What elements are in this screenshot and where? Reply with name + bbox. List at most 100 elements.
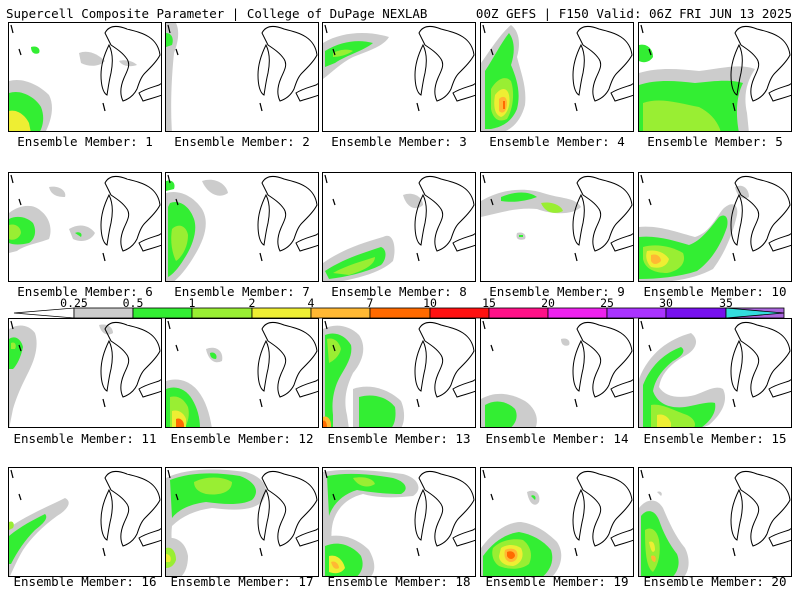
scp-contour	[210, 352, 217, 359]
scp-contour	[9, 110, 31, 131]
coast-fragment	[18, 344, 22, 352]
ensemble-member-map	[638, 318, 792, 428]
map-graphic	[323, 174, 475, 281]
map-graphic	[323, 320, 475, 427]
map-graphic	[166, 469, 318, 576]
colorbar-segment	[310, 307, 371, 319]
coast-fragment	[324, 24, 328, 34]
ensemble-member-map	[165, 22, 319, 132]
scp-contour	[327, 338, 341, 363]
coast-fragment	[102, 102, 106, 112]
map-graphic	[166, 174, 318, 281]
coast-fragment	[640, 320, 644, 330]
scp-contour	[501, 192, 537, 202]
map-graphic	[166, 23, 318, 131]
map-graphic	[481, 469, 633, 576]
great-lakes-outline	[257, 470, 318, 547]
colorbar-tick-label: 4	[307, 296, 315, 310]
title-right: 00Z GEFS | F150 Valid: 06Z FRI JUN 13 20…	[475, 6, 792, 21]
coast-fragment	[259, 398, 263, 408]
coast-fragment	[574, 252, 578, 262]
coast-fragment	[482, 320, 486, 330]
coast-fragment	[167, 24, 171, 34]
scp-contour	[11, 342, 16, 349]
scp-contour	[119, 60, 137, 67]
map-graphic	[481, 24, 633, 131]
great-lakes-outline	[100, 321, 161, 398]
coast-fragment	[416, 398, 420, 408]
ensemble-member-map	[480, 22, 634, 132]
colorbar-tick-label: 10	[423, 296, 437, 310]
map-graphic	[639, 469, 791, 576]
coast-fragment	[332, 48, 336, 56]
ensemble-member-map	[8, 467, 162, 577]
scp-contour	[170, 473, 256, 518]
ensemble-member-map	[165, 467, 319, 577]
scp-contour	[9, 498, 69, 576]
coast-fragment	[732, 252, 736, 262]
coast-fragment	[10, 24, 14, 34]
coast-fragment	[482, 469, 486, 479]
scp-contour	[323, 469, 419, 576]
scp-contour	[541, 202, 563, 213]
scp-contour	[657, 491, 662, 496]
scp-contour	[9, 224, 21, 240]
ensemble-member-map	[8, 318, 162, 428]
colorbar-segment	[665, 307, 727, 319]
colorbar: 0.25 0.5 1 2 4 7 10 15 20 25 30 35	[0, 296, 800, 322]
coast-fragment	[324, 320, 328, 330]
map-graphic	[323, 24, 475, 112]
member-caption: Ensemble Member: 13	[327, 431, 471, 446]
coast-fragment	[482, 24, 486, 34]
colorbar-tick-label: 0.5	[122, 296, 144, 310]
colorbar-segment	[725, 307, 785, 319]
scp-contour	[485, 401, 517, 427]
scp-contour	[651, 555, 656, 562]
scp-contour	[9, 521, 14, 530]
coast-fragment	[416, 102, 420, 112]
coast-fragment	[18, 198, 22, 206]
map-graphic	[481, 320, 633, 427]
great-lakes-outline	[730, 321, 791, 398]
scp-contour	[166, 180, 175, 191]
coast-fragment	[324, 469, 328, 479]
scp-contour	[507, 551, 515, 559]
coast-fragment	[490, 48, 494, 56]
colorbar-tick-label: 25	[600, 296, 614, 310]
member-caption: Ensemble Member: 1	[17, 134, 153, 149]
great-lakes-outline	[414, 470, 475, 547]
coast-fragment	[175, 48, 179, 56]
scp-contour	[331, 561, 339, 569]
colorbar-tick-label: 20	[541, 296, 555, 310]
title-left: Supercell Composite Parameter | College …	[6, 6, 428, 21]
great-lakes-outline	[414, 321, 475, 398]
coast-fragment	[259, 252, 263, 262]
member-caption: Ensemble Member: 5	[647, 134, 783, 149]
scp-contour	[166, 554, 171, 562]
coast-fragment	[175, 344, 179, 352]
coast-fragment	[416, 252, 420, 262]
great-lakes-outline	[572, 25, 633, 102]
coast-fragment	[10, 174, 14, 184]
member-caption: Ensemble Member: 3	[331, 134, 467, 149]
great-lakes-outline	[257, 175, 318, 252]
ensemble-member-map	[638, 467, 792, 577]
coast-fragment	[102, 547, 106, 557]
great-lakes-outline	[730, 470, 791, 547]
ensemble-member-map	[638, 22, 792, 132]
colorbar-tick-label: 30	[659, 296, 673, 310]
coast-fragment	[324, 174, 328, 184]
map-graphic	[323, 469, 475, 576]
coast-fragment	[102, 398, 106, 408]
colorbar-segment	[369, 307, 431, 319]
great-lakes-outline	[257, 25, 318, 102]
scp-contour	[325, 41, 373, 67]
colorbar-tick-label: 0.25	[60, 296, 88, 310]
great-lakes-outline	[100, 175, 161, 252]
great-lakes-outline	[414, 25, 475, 102]
coast-fragment	[648, 48, 652, 56]
coast-fragment	[167, 469, 171, 479]
member-caption: Ensemble Member: 4	[489, 134, 625, 149]
scp-contour	[176, 418, 184, 427]
coast-fragment	[167, 174, 171, 184]
